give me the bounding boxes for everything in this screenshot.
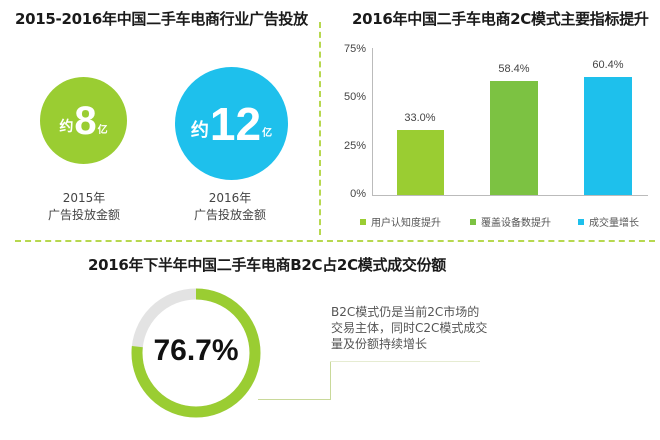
caption-text: 广告投放金额 bbox=[47, 208, 120, 222]
legend-transaction-growth: 成交量增长 bbox=[578, 214, 639, 229]
legend-label: 用户认知度提升 bbox=[371, 218, 441, 229]
donut-b2c-arc bbox=[131, 288, 261, 418]
bar-transaction-growth bbox=[584, 77, 632, 195]
donut-chart bbox=[131, 288, 261, 418]
ad-panel-title: 2015-2016年中国二手车电商行业广告投放 bbox=[15, 10, 308, 28]
caption-2016: 2016年 广告投放金额 bbox=[190, 190, 270, 224]
legend-label: 成交量增长 bbox=[589, 218, 639, 229]
callout-text: B2C模式仍是当前2C市场的交易主体，同时C2C模式成交量及份额持续增长 bbox=[331, 305, 488, 351]
legend-user-awareness: 用户认知度提升 bbox=[360, 214, 441, 229]
y-tick-75: 75% bbox=[343, 43, 366, 55]
y-tick-50: 50% bbox=[343, 91, 366, 103]
bar-device-coverage bbox=[490, 81, 538, 195]
callout-line-vertical bbox=[330, 361, 331, 400]
bar-label-transaction-growth: 60.4% bbox=[592, 59, 624, 71]
donut-panel-title: 2016年下半年中国二手车电商B2C占2C模式成交份额 bbox=[88, 256, 446, 274]
y-tick-0: 0% bbox=[350, 188, 366, 200]
legend-device-coverage: 覆盖设备数提升 bbox=[470, 214, 551, 229]
legend-swatch-icon bbox=[360, 218, 366, 225]
bubble-prefix: 约 bbox=[59, 118, 74, 135]
y-axis bbox=[372, 48, 373, 195]
bar-user-awareness bbox=[397, 130, 444, 195]
bar-panel-title: 2016年中国二手车电商2C模式主要指标提升 bbox=[352, 10, 649, 28]
legend-swatch-icon bbox=[470, 218, 476, 225]
y-tick-25: 25% bbox=[343, 140, 366, 152]
bubble-unit: 亿 bbox=[97, 125, 108, 136]
legend-label: 覆盖设备数提升 bbox=[481, 218, 551, 229]
bubble-unit: 亿 bbox=[262, 128, 273, 139]
caption-2015: 2015年 广告投放金额 bbox=[44, 190, 124, 224]
callout-line-bottom bbox=[258, 399, 331, 400]
bubble-prefix: 约 bbox=[190, 119, 209, 141]
x-axis bbox=[372, 195, 648, 196]
bubble-value: 8 bbox=[74, 98, 97, 143]
bubble-2015: 约 8 亿 bbox=[40, 77, 127, 164]
vertical-divider bbox=[319, 22, 321, 235]
callout-line-top bbox=[330, 361, 480, 362]
legend-swatch-icon bbox=[578, 218, 584, 225]
donut-center-value: 76.7% bbox=[153, 334, 239, 367]
horizontal-divider bbox=[15, 240, 655, 242]
caption-year: 2015年 bbox=[62, 191, 106, 205]
caption-year: 2016年 bbox=[208, 191, 252, 205]
caption-text: 广告投放金额 bbox=[193, 208, 266, 222]
bar-label-user-awareness: 33.0% bbox=[404, 112, 436, 124]
bubble-value: 12 bbox=[209, 97, 262, 150]
bar-label-device-coverage: 58.4% bbox=[498, 63, 530, 75]
bubble-2016: 约 12 亿 bbox=[175, 67, 288, 180]
